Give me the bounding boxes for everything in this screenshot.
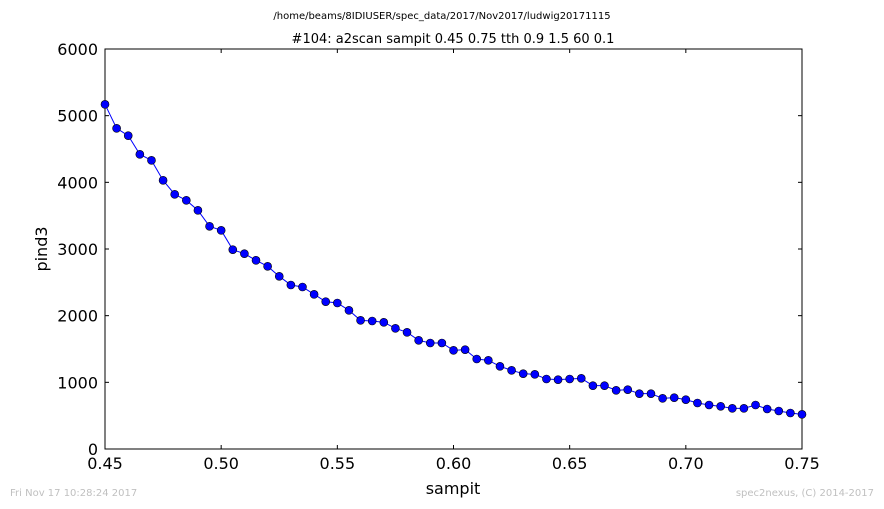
data-point xyxy=(751,400,760,410)
data-point xyxy=(762,404,772,414)
data-point xyxy=(530,370,540,379)
x-tick-label: 0.70 xyxy=(668,454,704,473)
data-point xyxy=(739,404,749,413)
data-point xyxy=(391,324,400,333)
x-tick-label: 0.65 xyxy=(552,454,588,473)
data-point xyxy=(588,381,598,390)
data-point xyxy=(449,346,458,355)
data-point xyxy=(518,369,528,378)
data-point xyxy=(286,280,296,290)
data-point xyxy=(472,354,482,364)
data-point xyxy=(333,298,342,308)
data-point xyxy=(274,272,284,281)
footer-credit: spec2nexus, (C) 2014-2017 xyxy=(735,488,874,499)
data-point xyxy=(123,131,133,140)
chart-subtitle: /home/beams/8IDIUSER/spec_data/2017/Nov2… xyxy=(273,11,610,22)
data-point xyxy=(158,176,168,185)
x-tick-label: 0.75 xyxy=(784,454,820,473)
plot-frame xyxy=(104,48,803,450)
x-tick-label: 0.50 xyxy=(203,454,239,473)
data-point xyxy=(565,374,574,384)
y-tick-label: 5000 xyxy=(57,107,98,126)
data-point xyxy=(553,375,563,384)
y-tick-label: 0 xyxy=(88,440,98,459)
x-tick-label: 0.60 xyxy=(436,454,472,473)
data-point xyxy=(646,389,656,398)
y-tick-label: 6000 xyxy=(57,40,98,59)
data-point xyxy=(344,306,354,315)
data-point xyxy=(240,249,249,258)
data-point xyxy=(786,408,795,418)
y-tick-label: 1000 xyxy=(57,373,98,392)
x-axis-label: sampit xyxy=(426,479,481,498)
data-point xyxy=(414,336,423,345)
data-point xyxy=(774,406,784,416)
data-point xyxy=(507,366,516,375)
y-axis-label: pind3 xyxy=(32,226,51,271)
data-point xyxy=(251,256,261,265)
data-point xyxy=(797,410,807,419)
x-tick-label: 0.55 xyxy=(320,454,356,473)
data-point xyxy=(112,124,121,133)
data-point xyxy=(321,297,331,306)
x-tick-label: 0.45 xyxy=(87,454,123,473)
data-point xyxy=(542,374,551,384)
data-point xyxy=(437,338,447,348)
y-tick-label: 2000 xyxy=(57,307,98,326)
data-point xyxy=(356,316,365,325)
data-point xyxy=(263,262,272,271)
data-point xyxy=(147,156,156,165)
data-point xyxy=(495,362,505,371)
data-point xyxy=(205,222,214,231)
data-point xyxy=(704,400,714,410)
data-point xyxy=(193,206,203,215)
data-point xyxy=(484,356,493,365)
chart-title: #104: a2scan sampit 0.45 0.75 tth 0.9 1.… xyxy=(292,32,615,47)
data-point xyxy=(367,316,377,326)
data-point xyxy=(727,404,737,413)
data-point xyxy=(635,389,644,398)
data-point xyxy=(379,318,389,327)
data-point xyxy=(228,245,238,254)
data-point xyxy=(623,385,633,394)
data-point xyxy=(669,393,679,402)
data-point xyxy=(298,282,307,292)
plot-area: 0.45 0.50 0.55 0.60 0.65 0.70 0.75 0 1000 2000 300… xyxy=(57,40,820,473)
data-point xyxy=(600,381,609,390)
data-point xyxy=(576,374,586,383)
data-point xyxy=(170,190,179,199)
footer-timestamp: Fri Nov 17 10:28:24 2017 xyxy=(10,488,138,499)
data-point xyxy=(309,290,319,299)
data-point xyxy=(460,345,470,354)
series-line xyxy=(104,104,803,415)
data-point xyxy=(402,328,412,337)
y-tick-label: 3000 xyxy=(57,240,98,259)
data-point xyxy=(716,402,725,411)
data-point xyxy=(425,338,435,348)
data-point xyxy=(658,394,667,403)
data-point xyxy=(216,226,226,235)
data-point xyxy=(100,100,110,109)
data-point xyxy=(182,196,191,205)
y-tick-label: 4000 xyxy=(57,173,98,192)
data-point xyxy=(693,398,702,408)
data-point xyxy=(135,150,145,159)
data-point xyxy=(681,395,691,404)
data-point xyxy=(611,386,621,395)
